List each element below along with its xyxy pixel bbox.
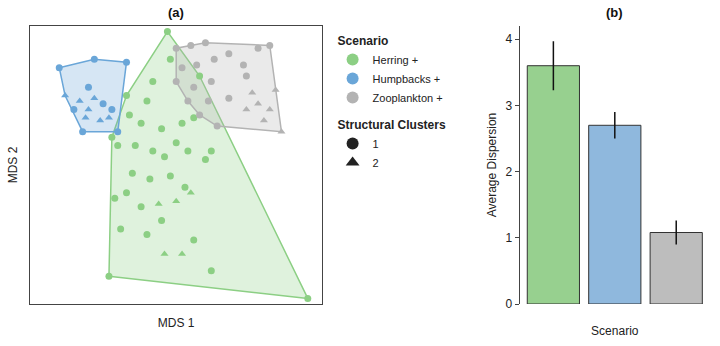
svg-text:MDS 1: MDS 1	[158, 316, 195, 330]
svg-text:Average Dispersion: Average Dispersion	[485, 113, 499, 218]
svg-text:(a): (a)	[168, 5, 184, 20]
svg-text:2: 2	[373, 157, 379, 169]
svg-text:Herring +: Herring +	[373, 54, 419, 66]
svg-text:1: 1	[506, 231, 513, 245]
svg-text:Zooplankton +: Zooplankton +	[373, 92, 443, 104]
svg-text:(b): (b)	[606, 5, 623, 20]
svg-text:3: 3	[506, 99, 513, 113]
svg-text:Humpbacks +: Humpbacks +	[373, 73, 441, 85]
svg-text:MDS 2: MDS 2	[6, 146, 20, 183]
svg-text:Scenario: Scenario	[338, 34, 389, 48]
svg-text:4: 4	[506, 32, 513, 46]
svg-text:Structural Clusters: Structural Clusters	[338, 118, 446, 132]
svg-text:2: 2	[506, 165, 513, 179]
svg-text:0: 0	[506, 297, 513, 311]
svg-text:Scenario: Scenario	[591, 324, 639, 338]
svg-text:1: 1	[373, 138, 379, 150]
